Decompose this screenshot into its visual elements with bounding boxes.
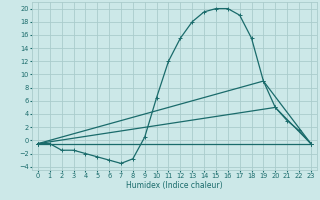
X-axis label: Humidex (Indice chaleur): Humidex (Indice chaleur) — [126, 181, 223, 190]
